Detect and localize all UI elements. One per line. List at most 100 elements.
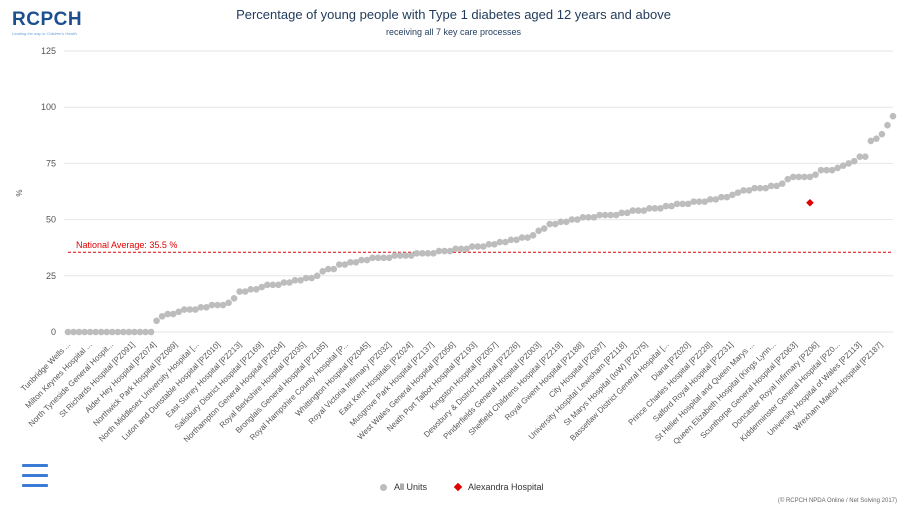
data-point (551, 220, 559, 228)
logo-tagline: Leading the way in Children's Health (12, 31, 78, 36)
data-point (319, 268, 326, 275)
data-point (651, 205, 659, 212)
data-point (834, 164, 841, 172)
legend-alexandra-hospital-label: Alexandra Hospital (468, 482, 544, 492)
data-point (878, 130, 886, 138)
data-point (751, 184, 758, 192)
data-point (579, 214, 587, 221)
data-point (70, 328, 77, 336)
data-point (247, 285, 255, 293)
data-point (108, 328, 116, 336)
data-point (790, 173, 797, 181)
data-point (828, 166, 836, 174)
data-point (612, 211, 620, 219)
data-point (291, 276, 299, 284)
data-point (175, 308, 183, 316)
y-axis-label: % (15, 189, 24, 196)
legend-all-units[interactable]: All Units (380, 482, 427, 492)
data-point (502, 238, 509, 246)
data-point (839, 162, 847, 169)
data-point (756, 184, 764, 192)
data-point (767, 182, 775, 190)
data-point (125, 328, 133, 336)
data-point (347, 259, 354, 266)
data-point (468, 243, 476, 250)
data-point (380, 254, 387, 262)
data-point (801, 173, 808, 181)
data-point (369, 254, 376, 262)
data-point (419, 250, 426, 257)
data-point (252, 285, 260, 293)
data-point (496, 238, 504, 246)
data-point (219, 301, 227, 309)
data-point (435, 247, 443, 255)
data-point (169, 310, 177, 318)
data-point (585, 214, 592, 221)
data-point (131, 328, 138, 336)
data-point (646, 205, 653, 212)
data-point (640, 207, 648, 214)
hamburger-menu-icon[interactable] (22, 464, 48, 492)
data-point (396, 252, 404, 259)
data-point (441, 247, 448, 255)
data-point (524, 234, 531, 241)
data-point (352, 259, 360, 266)
data-point (92, 328, 99, 336)
data-point (275, 281, 282, 289)
y-tick-label: 0 (51, 327, 56, 337)
data-point (313, 272, 321, 280)
data-point (391, 252, 398, 259)
data-point (862, 153, 869, 160)
data-point (762, 184, 769, 192)
data-point (706, 196, 714, 203)
data-point (286, 279, 293, 286)
data-point (778, 180, 786, 187)
data-point (308, 274, 315, 282)
legend-alexandra-hospital[interactable]: Alexandra Hospital (453, 482, 544, 492)
data-point (635, 207, 642, 214)
data-point (457, 245, 465, 253)
y-tick-label: 50 (46, 215, 56, 225)
data-point (507, 236, 515, 244)
data-point (718, 193, 725, 201)
data-point (773, 182, 781, 190)
data-point (529, 232, 537, 239)
data-point (358, 256, 365, 264)
data-point (336, 261, 343, 268)
data-point (374, 254, 382, 262)
data-point (867, 137, 875, 145)
data-point (479, 243, 487, 250)
data-point (850, 157, 858, 165)
data-point (662, 202, 670, 210)
data-point (518, 234, 526, 241)
data-point (81, 328, 88, 336)
chart-subtitle: receiving all 7 key care processes (385, 27, 522, 37)
data-point (258, 283, 266, 291)
y-tick-label: 100 (41, 102, 56, 112)
data-point (557, 218, 565, 226)
logo-wordmark: RCPCH (12, 9, 82, 30)
data-point (485, 241, 493, 248)
data-point (147, 328, 155, 336)
data-point (596, 211, 603, 219)
data-point (668, 202, 675, 210)
data-point (574, 216, 581, 223)
data-point (684, 200, 692, 208)
data-point (203, 303, 210, 311)
data-point (363, 256, 371, 264)
data-point (618, 209, 625, 217)
data-point (86, 328, 94, 336)
data-point (889, 112, 897, 120)
y-tick-label: 125 (41, 46, 56, 56)
data-point (341, 261, 349, 268)
data-point (513, 236, 520, 244)
data-point (280, 279, 288, 286)
data-point (153, 317, 160, 325)
data-point (540, 225, 548, 232)
data-point (192, 306, 199, 313)
y-tick-label: 25 (46, 271, 56, 281)
data-point (402, 252, 410, 259)
rcpch-logo: RCPCH Leading the way in Children's Heal… (12, 6, 102, 38)
data-point (745, 187, 753, 194)
data-point (230, 294, 238, 302)
